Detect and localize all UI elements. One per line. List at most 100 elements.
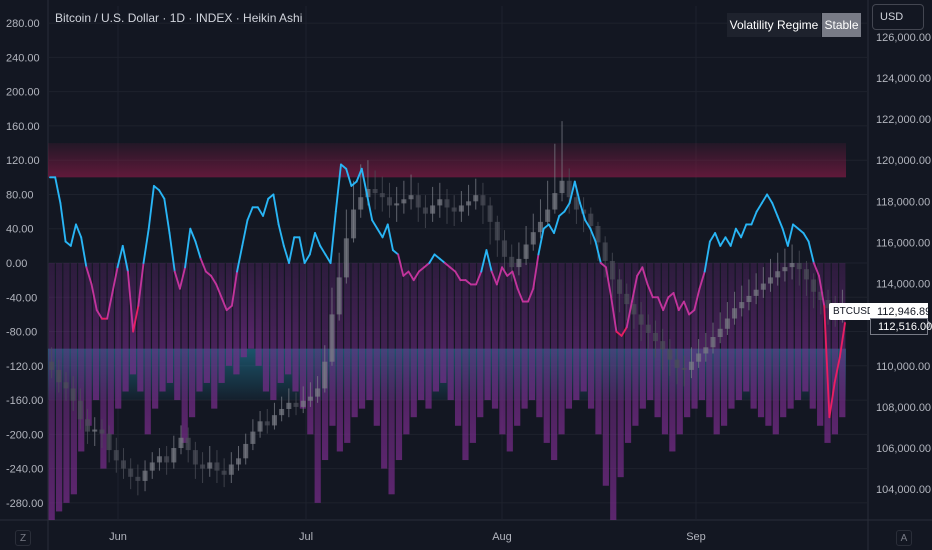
volatility-column [684, 263, 691, 418]
candle-body [63, 382, 69, 389]
candle-body [825, 300, 831, 309]
oscillator-segment [277, 223, 285, 247]
volatility-column [536, 263, 543, 418]
candle-body [473, 195, 479, 202]
right-axis-tick-label: 116,000.00 [876, 237, 930, 249]
right-axis-tick-label: 114,000.00 [876, 279, 930, 291]
time-axis-tick-label: Jul [299, 531, 313, 543]
candle-body [307, 396, 313, 401]
oscillator-segment [792, 223, 800, 230]
volatility-column [728, 263, 735, 409]
volatility-column [573, 263, 580, 401]
oscillator-segment [90, 283, 98, 312]
oscillator-segment [111, 266, 119, 294]
volatility-column [617, 263, 624, 478]
candle-body [509, 256, 515, 268]
candle-body [286, 402, 292, 409]
volatility-column [255, 263, 262, 366]
oscillator-segment [256, 206, 264, 217]
oscillator-segment [584, 219, 592, 230]
oscillator-segment [553, 214, 561, 234]
candle-body [451, 207, 457, 212]
volatility-column [418, 263, 425, 401]
candle-body [408, 195, 414, 200]
oscillator-segment [407, 270, 415, 282]
candle-body [228, 464, 234, 475]
close-price-tag: 112,516.00 [870, 318, 932, 335]
oscillator-segment [314, 232, 322, 247]
candle-body [343, 238, 349, 278]
candle-body [638, 314, 644, 325]
oscillator-segment [703, 240, 711, 273]
left-axis-tick-label: -80.00 [6, 327, 37, 339]
candle-body [135, 476, 141, 481]
volatility-column [780, 263, 787, 418]
volatility-column [743, 263, 750, 392]
volatility-column [477, 263, 484, 418]
volatility-column [277, 263, 284, 383]
oscillator-segment [376, 227, 384, 239]
oscillator-segment [786, 223, 794, 247]
candle-body [329, 314, 335, 362]
auto-scale-button[interactable]: A [896, 530, 912, 546]
volatility-column [344, 263, 351, 443]
candle-body [149, 462, 155, 471]
candle-body [466, 201, 472, 206]
volatility-column [70, 263, 77, 495]
candle-body [264, 421, 270, 426]
candle-body [631, 304, 637, 315]
volatility-column [595, 263, 602, 435]
oscillator-segment [173, 270, 181, 290]
oscillator-segment [433, 253, 441, 260]
oscillator-segment [724, 236, 732, 247]
oscillator-segment [392, 249, 400, 256]
oscillator-segment [573, 180, 581, 204]
left-axis-tick-label: 80.00 [6, 189, 34, 201]
candle-body [811, 279, 817, 292]
oscillator-segment [366, 193, 374, 222]
oscillator-segment [781, 227, 789, 247]
volatility-column [720, 263, 728, 426]
oscillator-segment [766, 193, 774, 204]
oscillator-segment [85, 266, 93, 286]
volatility-column [610, 263, 617, 520]
candle-body [336, 277, 342, 315]
timezone-button[interactable]: Z [15, 530, 31, 546]
oscillator-segment [760, 193, 768, 204]
candle-body [652, 332, 659, 342]
oscillator-segment [106, 292, 114, 320]
oscillator-segment [657, 296, 665, 312]
candle-body [430, 205, 436, 214]
volatility-column [299, 263, 307, 409]
candle-body [322, 361, 328, 389]
candle-body [358, 197, 364, 210]
left-axis-tick-label: 0.00 [6, 258, 27, 270]
candle-body [746, 295, 752, 303]
oscillator-segment [677, 300, 685, 312]
oscillator-segment [568, 180, 576, 204]
oscillator-segment [428, 253, 436, 264]
chart-title: Bitcoin / U.S. Dollar · 1D · INDEX · Hei… [55, 11, 303, 25]
oscillator-segment [236, 244, 244, 273]
currency-selector[interactable]: USD [872, 4, 924, 30]
oscillator-segment [714, 232, 722, 247]
volatility-column [107, 263, 114, 435]
candle-body [293, 402, 299, 407]
candle-body [85, 419, 91, 432]
volatility-column [248, 263, 255, 349]
candle-body [386, 197, 393, 206]
oscillator-segment [828, 382, 836, 419]
candle-body [609, 260, 615, 280]
volatility-column [78, 263, 85, 452]
oscillator-segment [142, 227, 150, 264]
candle-body [501, 240, 508, 257]
volatility-column [802, 263, 809, 392]
candle-body [732, 308, 738, 319]
oscillator-segment [262, 197, 270, 217]
oscillator-segment [537, 227, 545, 256]
candle-body [235, 458, 242, 465]
candle-body [142, 470, 148, 481]
oscillator-segment [116, 244, 124, 269]
volatility-column [624, 263, 632, 443]
